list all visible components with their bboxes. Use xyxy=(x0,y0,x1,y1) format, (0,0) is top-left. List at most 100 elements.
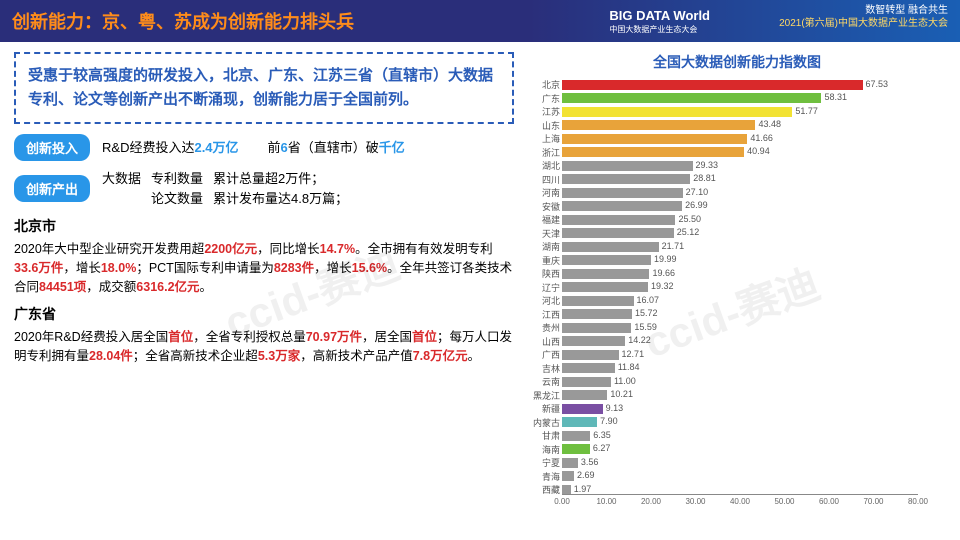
bar: 67.53 xyxy=(562,80,863,90)
bar: 58.31 xyxy=(562,93,821,103)
bar-row: 河北16.07 xyxy=(562,294,918,308)
bar-label: 福建 xyxy=(528,213,560,226)
bar: 21.71 xyxy=(562,242,659,252)
bar-row: 广东58.31 xyxy=(562,92,918,106)
bar-label: 河北 xyxy=(528,294,560,307)
axis-tick: 80.00 xyxy=(908,497,928,506)
bar-value: 67.53 xyxy=(866,79,889,89)
axis-tick: 40.00 xyxy=(730,497,750,506)
bar-label: 广西 xyxy=(528,348,560,361)
bar-value: 11.00 xyxy=(614,376,636,386)
bar-label: 吉林 xyxy=(528,362,560,375)
bar-chart: 北京67.53广东58.31江苏51.77山东43.48上海41.66浙江40.… xyxy=(528,78,946,508)
bar-value: 21.71 xyxy=(662,241,685,251)
bar-row: 广西12.71 xyxy=(562,348,918,362)
bar: 40.94 xyxy=(562,147,744,157)
content: 受惠于较高强度的研发投入，北京、广东、江苏三省（直辖市）大数据专利、论文等创新产… xyxy=(0,42,960,518)
bar-label: 陕西 xyxy=(528,267,560,280)
bar: 9.13 xyxy=(562,404,603,414)
bar-value: 29.33 xyxy=(696,160,719,170)
bar-value: 58.31 xyxy=(824,92,847,102)
bar-value: 28.81 xyxy=(693,173,716,183)
axis-tick: 50.00 xyxy=(774,497,794,506)
bar-label: 河南 xyxy=(528,186,560,199)
tag-input: 创新投入 xyxy=(14,134,90,161)
bar: 3.56 xyxy=(562,458,578,468)
page-title: 创新能力：京、粤、苏成为创新能力排头兵 xyxy=(12,8,354,34)
bar: 19.99 xyxy=(562,255,651,265)
bar-label: 湖南 xyxy=(528,240,560,253)
bar: 27.10 xyxy=(562,188,683,198)
bar-label: 上海 xyxy=(528,132,560,145)
bar-row: 天津25.12 xyxy=(562,227,918,241)
bar-value: 15.59 xyxy=(634,322,657,332)
bar-label: 江苏 xyxy=(528,105,560,118)
bar-row: 新疆9.13 xyxy=(562,402,918,416)
bar-value: 51.77 xyxy=(795,106,818,116)
bar-label: 海南 xyxy=(528,443,560,456)
beijing-block: 北京市 2020年大中型企业研究开发费用超2200亿元，同比增长14.7%。全市… xyxy=(14,216,514,298)
axis-tick: 70.00 xyxy=(863,497,883,506)
bar-row: 陕西19.66 xyxy=(562,267,918,281)
bar-row: 福建25.50 xyxy=(562,213,918,227)
bar: 2.69 xyxy=(562,471,574,481)
right-panel: 全国大数据创新能力指数图 北京67.53广东58.31江苏51.77山东43.4… xyxy=(528,52,946,508)
bar-value: 11.84 xyxy=(618,362,640,372)
bar: 11.84 xyxy=(562,363,615,373)
bar: 43.48 xyxy=(562,120,755,130)
guangdong-block: 广东省 2020年R&D经费投入居全国首位，全省专利授权总量70.97万件，居全… xyxy=(14,304,514,366)
bar-row: 海南6.27 xyxy=(562,443,918,457)
bar: 10.21 xyxy=(562,390,607,400)
bar: 14.22 xyxy=(562,336,625,346)
bar-label: 山东 xyxy=(528,119,560,132)
bar-row: 北京67.53 xyxy=(562,78,918,92)
bar: 7.90 xyxy=(562,417,597,427)
bar-value: 10.21 xyxy=(610,389,633,399)
bar: 19.32 xyxy=(562,282,648,292)
bar-label: 新疆 xyxy=(528,402,560,415)
bar: 28.81 xyxy=(562,174,690,184)
bar-label: 青海 xyxy=(528,470,560,483)
bar-row: 江西15.72 xyxy=(562,308,918,322)
bar-label: 云南 xyxy=(528,375,560,388)
bar-value: 16.07 xyxy=(637,295,660,305)
bar-row: 辽宁19.32 xyxy=(562,281,918,295)
bar-label: 浙江 xyxy=(528,146,560,159)
bar: 16.07 xyxy=(562,296,634,306)
summary-box: 受惠于较高强度的研发投入，北京、广东、江苏三省（直辖市）大数据专利、论文等创新产… xyxy=(14,52,514,124)
bar-label: 甘肃 xyxy=(528,429,560,442)
row-input: 创新投入 R&D经费投入达2.4万亿 前6省（直辖市）破千亿 xyxy=(14,134,514,161)
bar: 12.71 xyxy=(562,350,619,360)
bar-label: 黑龙江 xyxy=(528,389,560,402)
bar-row: 湖南21.71 xyxy=(562,240,918,254)
bar: 6.35 xyxy=(562,431,590,441)
bar-value: 19.66 xyxy=(652,268,675,278)
bar-value: 25.12 xyxy=(677,227,700,237)
axis-tick: 0.00 xyxy=(554,497,570,506)
bar-value: 15.72 xyxy=(635,308,658,318)
bar-row: 重庆19.99 xyxy=(562,254,918,268)
bar-value: 2.69 xyxy=(577,470,595,480)
bar-value: 7.90 xyxy=(600,416,618,426)
bar-row: 河南27.10 xyxy=(562,186,918,200)
bar: 51.77 xyxy=(562,107,792,117)
bar: 25.12 xyxy=(562,228,674,238)
bar-label: 北京 xyxy=(528,78,560,91)
bar-value: 6.35 xyxy=(593,430,611,440)
bar-label: 宁夏 xyxy=(528,456,560,469)
bar-label: 重庆 xyxy=(528,254,560,267)
row-output: 创新产出 大数据 专利数量论文数量 累计总量超2万件；累计发布量达4.8万篇； xyxy=(14,169,514,208)
chart-title: 全国大数据创新能力指数图 xyxy=(528,52,946,72)
bar-row: 内蒙古7.90 xyxy=(562,416,918,430)
bar-label: 辽宁 xyxy=(528,281,560,294)
bar-value: 12.71 xyxy=(622,349,645,359)
axis-tick: 10.00 xyxy=(596,497,616,506)
bar-value: 6.27 xyxy=(593,443,611,453)
axis-tick: 20.00 xyxy=(641,497,661,506)
bar-row: 湖北29.33 xyxy=(562,159,918,173)
bar-label: 江西 xyxy=(528,308,560,321)
bar: 41.66 xyxy=(562,134,747,144)
bar: 6.27 xyxy=(562,444,590,454)
axis-tick: 30.00 xyxy=(685,497,705,506)
bar: 26.99 xyxy=(562,201,682,211)
